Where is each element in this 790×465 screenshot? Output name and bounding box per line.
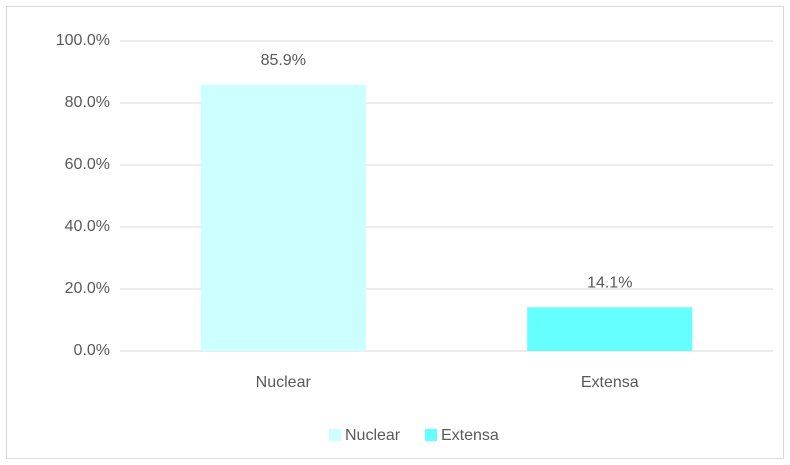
y-tick-label: 80.0%	[65, 94, 110, 111]
x-tick-label: Extensa	[581, 374, 639, 391]
y-tick-label: 60.0%	[65, 156, 110, 173]
y-tick-label: 40.0%	[65, 218, 110, 235]
legend-swatch	[425, 429, 437, 441]
legend-swatch	[329, 429, 341, 441]
y-tick-label: 20.0%	[65, 280, 110, 297]
bar	[200, 84, 366, 352]
data-label: 14.1%	[587, 275, 632, 292]
bar	[527, 307, 693, 351]
chart-frame	[6, 6, 784, 459]
y-tick-label: 0.0%	[74, 342, 110, 359]
legend-label: Extensa	[441, 427, 499, 444]
y-tick-label: 100.0%	[56, 32, 110, 49]
legend-label: Nuclear	[345, 427, 401, 444]
x-tick-label: Nuclear	[256, 374, 312, 391]
data-label: 85.9%	[261, 52, 306, 69]
